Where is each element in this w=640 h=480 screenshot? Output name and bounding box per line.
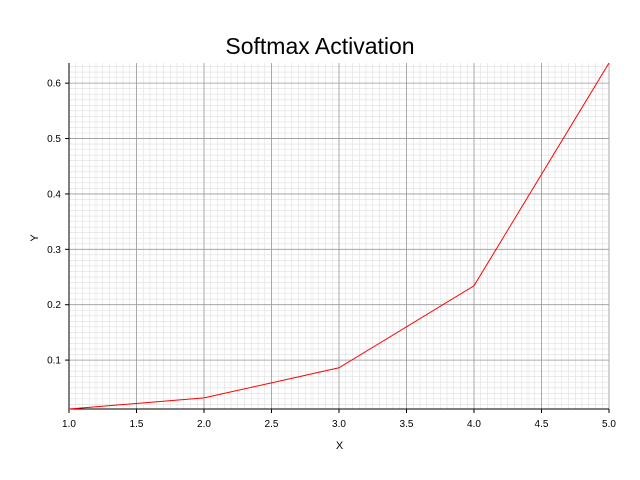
y-tick-label: 0.5 xyxy=(47,134,61,145)
series-line xyxy=(68,62,610,410)
x-tick-label: 1.0 xyxy=(62,419,76,430)
x-tick-label: 5.0 xyxy=(602,419,616,430)
x-axis-ticks: 1.0 1.5 2.0 2.5 3.0 3.5 4.0 4.5 5.0 xyxy=(62,409,616,430)
x-tick-label: 1.5 xyxy=(130,419,144,430)
y-tick-label: 0.2 xyxy=(47,300,61,311)
y-tick-label: 0.4 xyxy=(47,189,61,200)
x-tick-label: 4.5 xyxy=(535,419,549,430)
y-tick-label: 0.6 xyxy=(47,79,61,90)
x-tick-label: 2.0 xyxy=(197,419,211,430)
y-axis-label: Y xyxy=(29,234,41,242)
series-layer xyxy=(68,62,610,410)
x-tick-label: 3.5 xyxy=(400,419,414,430)
x-tick-label: 4.0 xyxy=(467,419,481,430)
y-tick-label: 0.1 xyxy=(47,356,61,367)
y-tick-label: 0.3 xyxy=(47,245,61,256)
y-axis-ticks: 0.1 0.2 0.3 0.4 0.5 0.6 xyxy=(47,79,69,367)
chart-title: Softmax Activation xyxy=(225,33,414,59)
x-tick-label: 3.0 xyxy=(332,419,346,430)
major-grid xyxy=(68,63,610,409)
x-tick-label: 2.5 xyxy=(265,419,279,430)
x-axis-label: X xyxy=(336,440,344,452)
